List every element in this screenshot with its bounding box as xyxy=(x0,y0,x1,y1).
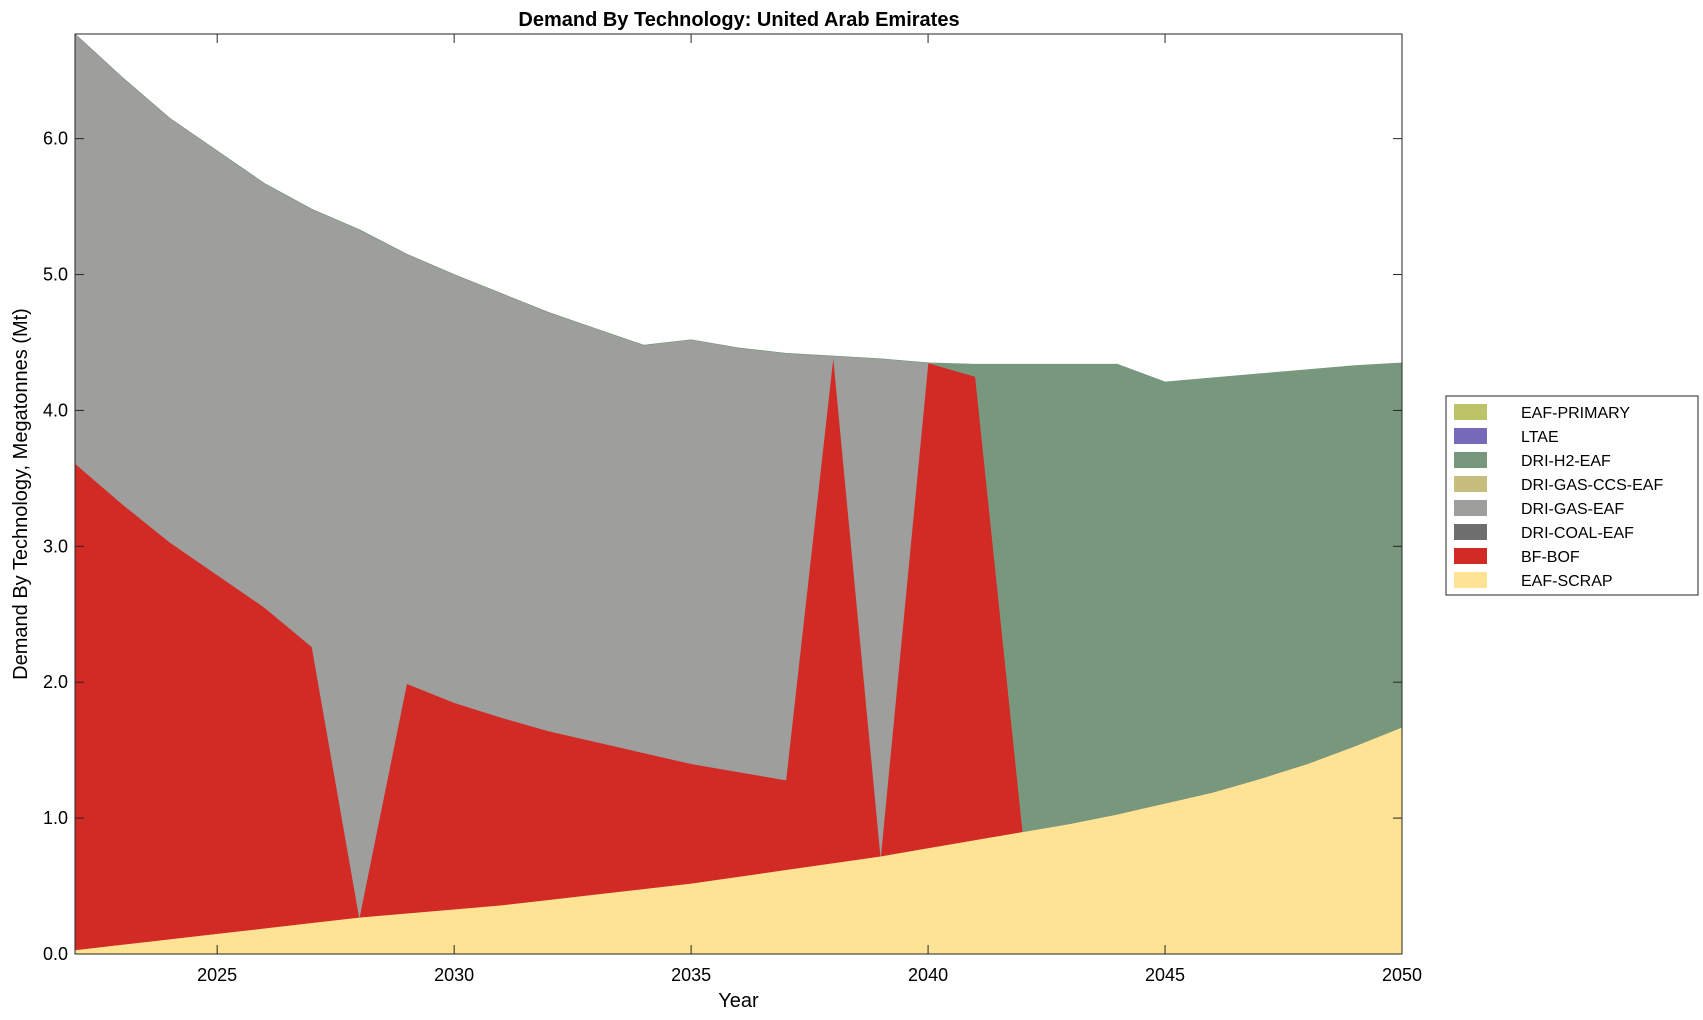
x-tick-label: 2025 xyxy=(197,965,237,985)
chart-title: Demand By Technology: United Arab Emirat… xyxy=(518,9,959,31)
legend-label: EAF-SCRAP xyxy=(1521,573,1613,590)
legend-swatch xyxy=(1454,428,1487,444)
y-tick-label: 6.0 xyxy=(43,129,68,149)
y-tick-label: 2.0 xyxy=(43,672,68,692)
legend-label: LTAE xyxy=(1521,429,1559,446)
x-tick-label: 2035 xyxy=(671,965,711,985)
legend-label: BF-BOF xyxy=(1521,549,1580,566)
x-tick-label: 2040 xyxy=(908,965,948,985)
legend-swatch xyxy=(1454,524,1487,540)
legend-item-bf-bof: BF-BOF xyxy=(1454,548,1580,566)
x-tick-label: 2045 xyxy=(1145,965,1185,985)
legend-box xyxy=(1445,395,1699,596)
x-axis-label: Year xyxy=(718,990,759,1012)
legend-swatch xyxy=(1454,452,1487,468)
legend-item-ltae: LTAE xyxy=(1454,428,1559,446)
legend-swatch xyxy=(1454,572,1487,588)
y-tick-label: 4.0 xyxy=(43,400,68,420)
legend-swatch xyxy=(1454,548,1487,564)
plot-frame xyxy=(74,33,1403,955)
legend-label: DRI-GAS-EAF xyxy=(1521,501,1624,518)
y-tick-label: 1.0 xyxy=(43,808,68,828)
legend-item-dri-coal-eaf: DRI-COAL-EAF xyxy=(1454,524,1634,542)
legend-item-dri-gas-ccs-eaf: DRI-GAS-CCS-EAF xyxy=(1454,476,1663,494)
legend-swatch xyxy=(1454,404,1487,420)
legend-swatch xyxy=(1454,476,1487,492)
legend-item-dri-h2-eaf: DRI-H2-EAF xyxy=(1454,452,1611,470)
y-tick-label: 3.0 xyxy=(43,536,68,556)
legend-item-dri-gas-eaf: DRI-GAS-EAF xyxy=(1454,500,1624,518)
legend: EAF-PRIMARY LTAE DRI-H2-EAF DRI-GAS-CCS-EAF… xyxy=(1445,395,1699,596)
x-tick-label: 2050 xyxy=(1382,965,1422,985)
legend-swatch xyxy=(1454,500,1487,516)
legend-item-eaf-scrap: EAF-SCRAP xyxy=(1454,572,1613,590)
legend-label: DRI-COAL-EAF xyxy=(1521,525,1634,542)
legend-label: EAF-PRIMARY xyxy=(1521,405,1630,422)
y-tick-label: 5.0 xyxy=(43,265,68,285)
x-tick-label: 2030 xyxy=(434,965,474,985)
area-layer xyxy=(74,33,1403,955)
tick-layer: 2025 2030 2035 2040 2045 2050 0.0 1.0 2.0 3.0 4.0 5… xyxy=(43,34,1422,985)
y-tick-label: 0.0 xyxy=(43,944,68,964)
y-axis-label: Demand By Technology, Megatonnes (Mt) xyxy=(10,308,32,680)
legend-item-eaf-primary: EAF-PRIMARY xyxy=(1454,404,1630,422)
legend-label: DRI-GAS-CCS-EAF xyxy=(1521,477,1663,494)
legend-label: DRI-H2-EAF xyxy=(1521,453,1611,470)
